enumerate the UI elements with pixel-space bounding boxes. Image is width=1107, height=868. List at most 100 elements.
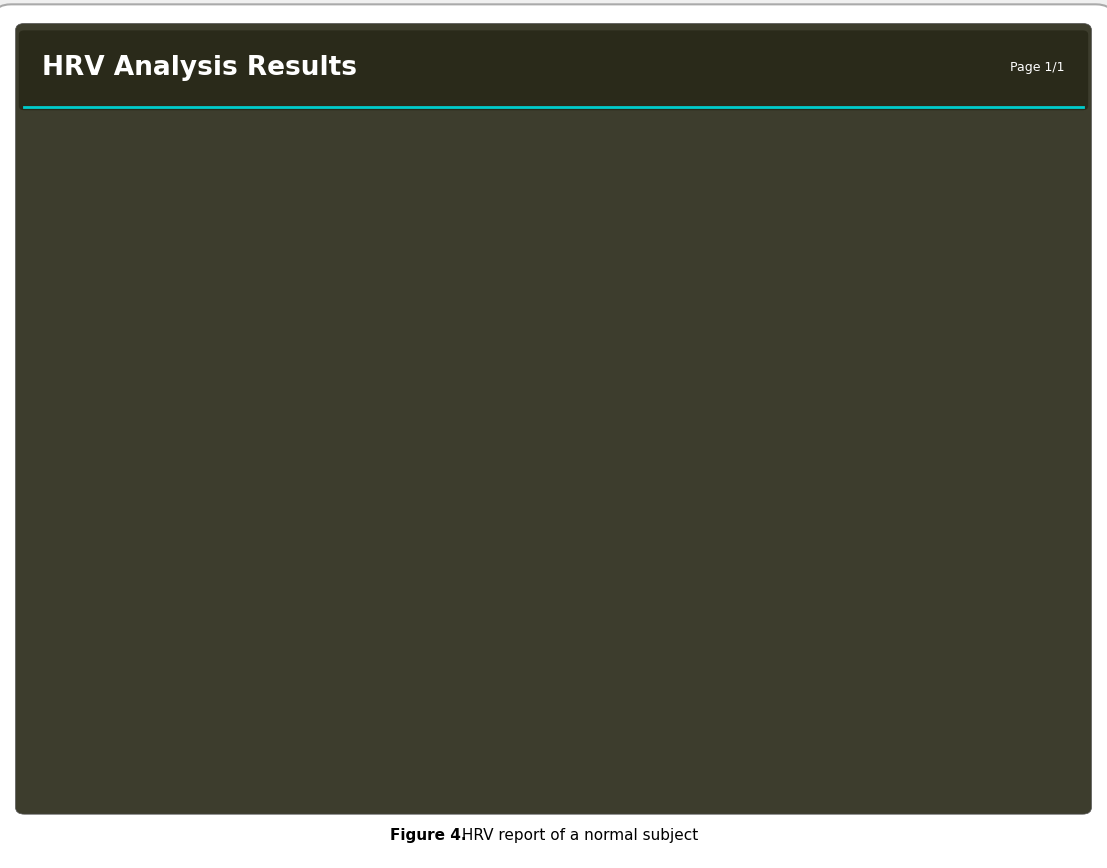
Text: 0.0039: 0.0039 xyxy=(786,764,813,773)
Text: Peak
(Hz): Peak (Hz) xyxy=(789,743,810,763)
Text: VLF (0-0.04 Hz): VLF (0-0.04 Hz) xyxy=(630,764,690,773)
X-axis label: Frequency (Hz): Frequency (Hz) xyxy=(819,750,888,759)
Text: LF/HF: LF/HF xyxy=(630,793,652,802)
Text: 8.5: 8.5 xyxy=(348,764,360,773)
Text: (ms): (ms) xyxy=(299,463,320,471)
Bar xyxy=(723,510,737,560)
Bar xyxy=(1020,510,1034,560)
Bar xyxy=(706,523,720,560)
Text: HRV report of a normal subject: HRV report of a normal subject xyxy=(457,827,699,843)
Text: Variable: Variable xyxy=(51,449,96,458)
Text: (count): (count) xyxy=(293,522,325,531)
Bar xyxy=(935,519,950,560)
Text: NN50: NN50 xyxy=(51,522,76,531)
Bar xyxy=(1036,479,1051,560)
Text: Peak
(Hz): Peak (Hz) xyxy=(200,743,223,763)
Text: Frequency
Band: Frequency Band xyxy=(42,743,87,763)
Text: 33.0: 33.0 xyxy=(345,771,362,780)
Y-axis label: RR (s): RR (s) xyxy=(3,184,13,214)
Text: 0.392: 0.392 xyxy=(865,793,887,802)
Text: Results for a single sample: Results for a single sample xyxy=(890,91,1022,101)
Bar xyxy=(1054,449,1068,560)
Text: pNN50: pNN50 xyxy=(51,534,82,542)
Text: LF/HF: LF/HF xyxy=(42,793,63,802)
Text: STD HR: STD HR xyxy=(51,498,85,507)
Text: 24.7: 24.7 xyxy=(934,771,951,780)
Text: TINN: TINN xyxy=(51,557,72,567)
Text: Frequency-Domain Results: Frequency-Domain Results xyxy=(42,584,229,597)
Text: 0.1641: 0.1641 xyxy=(198,779,225,787)
Text: 860.5: 860.5 xyxy=(426,463,452,471)
Text: 0.1680: 0.1680 xyxy=(786,779,813,787)
Text: Power
(n.u.): Power (n.u.) xyxy=(412,743,438,763)
Bar xyxy=(689,516,703,560)
Bar xyxy=(655,485,670,560)
Text: 863: 863 xyxy=(868,779,882,787)
Text: (1/min): (1/min) xyxy=(293,486,325,496)
Text: 168: 168 xyxy=(868,764,882,773)
Text: STD RR (SDNN): STD RR (SDNN) xyxy=(51,475,121,483)
Bar xyxy=(756,473,770,560)
Text: (%): (%) xyxy=(301,534,318,542)
Text: 4.70: 4.70 xyxy=(432,498,452,507)
Bar xyxy=(739,498,754,560)
Bar xyxy=(919,529,933,560)
Text: 354: 354 xyxy=(280,771,294,780)
Text: Power
(n.u.): Power (n.u.) xyxy=(1000,743,1027,763)
Text: RR triangular index: RR triangular index xyxy=(51,546,138,555)
Text: HRV Analysis Results: HRV Analysis Results xyxy=(42,55,358,81)
Text: 28.2: 28.2 xyxy=(1005,771,1022,780)
Text: 64.0: 64.0 xyxy=(417,779,434,787)
Text: (ms): (ms) xyxy=(299,510,320,519)
X-axis label: Frequency (Hz): Frequency (Hz) xyxy=(230,750,299,759)
X-axis label: Time (h:m:s): Time (h:m:s) xyxy=(528,445,590,456)
Text: LF (0.04-0.15 Hz): LF (0.04-0.15 Hz) xyxy=(630,771,696,780)
Text: Detrending method: none: Detrending method: none xyxy=(121,160,247,169)
Bar xyxy=(789,492,804,560)
Text: 629: 629 xyxy=(280,779,294,787)
Text: Mean HR: Mean HR xyxy=(51,486,92,496)
Text: 334: 334 xyxy=(868,771,882,780)
Text: RR Interval Time Series: RR Interval Time Series xyxy=(52,91,199,101)
Text: 58.0: 58.0 xyxy=(432,510,452,519)
Text: Power
(%): Power (%) xyxy=(341,743,368,763)
Text: VLF (0-0.04 Hz): VLF (0-0.04 Hz) xyxy=(42,764,101,773)
Y-axis label: PSD (s²/Hz): PSD (s²/Hz) xyxy=(2,657,11,705)
Text: LF (0.04-0.15 Hz): LF (0.04-0.15 Hz) xyxy=(42,771,108,780)
Text: Power
(%): Power (%) xyxy=(929,743,955,763)
Text: Frequency
Band: Frequency Band xyxy=(630,743,675,763)
Bar xyxy=(42,115,732,283)
Text: Value: Value xyxy=(422,449,452,458)
Bar xyxy=(953,499,968,560)
Text: Page 1/1: Page 1/1 xyxy=(1011,62,1065,74)
Text: Distributions*: Distributions* xyxy=(764,418,861,431)
Text: 62.45: 62.45 xyxy=(426,486,452,496)
X-axis label: RR (s): RR (s) xyxy=(707,579,735,589)
Text: 0.0567: 0.0567 xyxy=(198,771,225,780)
Text: 36.0: 36.0 xyxy=(417,771,434,780)
Bar xyxy=(970,483,984,560)
Text: 1365: 1365 xyxy=(866,786,886,795)
X-axis label: HR (beats/min): HR (beats/min) xyxy=(951,579,1020,589)
Text: 64: 64 xyxy=(441,522,452,531)
Text: 71.8: 71.8 xyxy=(1005,779,1022,787)
Text: 42.1: 42.1 xyxy=(432,475,452,483)
Text: Figure 4.: Figure 4. xyxy=(390,827,466,843)
Text: Total: Total xyxy=(630,786,649,795)
Text: 91: 91 xyxy=(282,764,292,773)
Bar xyxy=(672,504,686,560)
Text: HF (0.15-0.4 Hz): HF (0.15-0.4 Hz) xyxy=(630,779,693,787)
Text: 0.1484: 0.1484 xyxy=(786,771,813,780)
Text: AR Spectrum  (AR model order = 16, not factorized ): AR Spectrum (AR model order = 16, not fa… xyxy=(630,605,852,614)
Text: FFT spectrum  (Welchs periodogram: 256 window with 50% overlap): FFT spectrum (Welchs periodogram: 256 wi… xyxy=(42,605,330,614)
Text: 36.9: 36.9 xyxy=(432,534,452,542)
Text: 12.4: 12.4 xyxy=(934,764,951,773)
Bar xyxy=(773,461,787,560)
Text: 0.0234: 0.0234 xyxy=(198,764,225,773)
Text: 125.0: 125.0 xyxy=(426,557,452,567)
Text: 58.5: 58.5 xyxy=(345,779,362,787)
Text: Total: Total xyxy=(42,786,60,795)
Text: 1075: 1075 xyxy=(278,786,297,795)
Text: Mean RR: Mean RR xyxy=(51,463,91,471)
Text: HF (0.15-0.4 Hz): HF (0.15-0.4 Hz) xyxy=(42,779,104,787)
